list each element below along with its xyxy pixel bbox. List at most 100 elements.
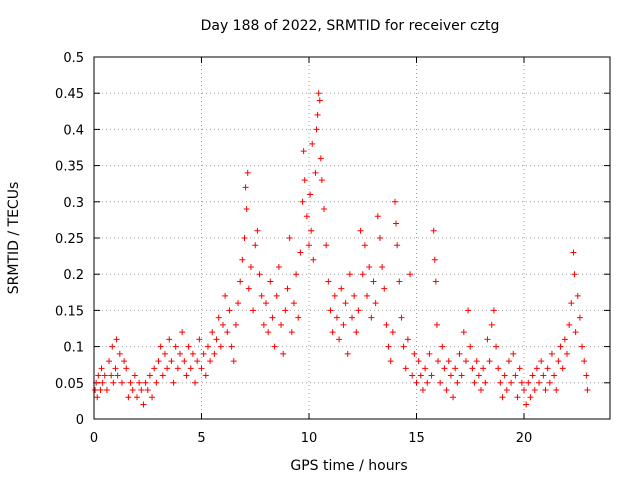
y-tick-label: 0.2 xyxy=(63,268,84,283)
data-point xyxy=(431,256,438,263)
data-point xyxy=(452,365,459,372)
data-point xyxy=(275,263,282,270)
data-point xyxy=(110,379,117,386)
data-point xyxy=(394,242,401,249)
data-point xyxy=(488,321,495,328)
y-tick-label: 0.45 xyxy=(55,87,84,102)
data-point xyxy=(533,365,540,372)
data-point xyxy=(101,372,108,379)
y-tick-label: 0.3 xyxy=(63,196,84,211)
x-tick-label: 5 xyxy=(197,431,205,446)
data-point xyxy=(473,358,480,365)
data-point xyxy=(200,350,207,357)
data-point xyxy=(151,365,158,372)
data-point xyxy=(546,379,553,386)
data-point xyxy=(172,343,179,350)
data-point xyxy=(97,387,104,394)
data-point xyxy=(108,372,115,379)
data-point xyxy=(228,343,235,350)
data-point xyxy=(118,379,125,386)
data-point xyxy=(439,343,446,350)
x-axis-ticks: 0 5 10 15 20 xyxy=(90,57,532,446)
data-point xyxy=(149,394,156,401)
data-point xyxy=(409,372,416,379)
data-point xyxy=(351,292,358,299)
data-point xyxy=(209,329,216,336)
data-point xyxy=(166,336,173,343)
data-point xyxy=(583,372,590,379)
data-point xyxy=(265,329,272,336)
data-point xyxy=(503,387,510,394)
data-point xyxy=(222,292,229,299)
data-point xyxy=(447,372,454,379)
data-point xyxy=(527,394,534,401)
data-point xyxy=(146,372,153,379)
x-tick-label: 20 xyxy=(516,431,533,446)
data-point xyxy=(155,358,162,365)
data-point xyxy=(333,314,340,321)
data-point xyxy=(531,387,538,394)
data-point xyxy=(235,300,242,307)
data-point xyxy=(432,278,439,285)
data-point xyxy=(508,379,515,386)
data-point xyxy=(536,379,543,386)
data-point xyxy=(299,198,306,205)
data-point xyxy=(125,394,132,401)
data-point xyxy=(570,249,577,256)
data-point xyxy=(512,372,519,379)
data-point xyxy=(364,292,371,299)
data-point xyxy=(232,321,239,328)
data-point xyxy=(192,379,199,386)
data-point xyxy=(493,343,500,350)
data-point xyxy=(317,155,324,162)
data-point xyxy=(443,387,450,394)
data-point xyxy=(308,227,315,234)
data-point xyxy=(194,358,201,365)
data-point xyxy=(374,213,381,220)
data-point xyxy=(278,321,285,328)
data-point xyxy=(525,379,532,386)
data-point xyxy=(505,358,512,365)
data-point xyxy=(499,394,506,401)
data-point xyxy=(168,358,175,365)
data-point xyxy=(129,387,136,394)
data-point xyxy=(187,365,194,372)
data-point xyxy=(572,329,579,336)
data-point xyxy=(497,379,504,386)
data-point xyxy=(559,365,566,372)
chart-title: Day 188 of 2022, SRMTID for receiver czt… xyxy=(200,18,500,34)
data-point xyxy=(471,379,478,386)
data-point xyxy=(106,358,113,365)
data-point xyxy=(290,300,297,307)
data-point xyxy=(198,365,205,372)
grid-lines xyxy=(94,57,610,419)
data-point xyxy=(368,314,375,321)
data-point xyxy=(584,387,591,394)
data-point xyxy=(138,387,145,394)
data-point xyxy=(252,242,259,249)
data-point xyxy=(389,329,396,336)
data-point xyxy=(177,350,183,357)
data-point xyxy=(561,336,568,343)
data-point xyxy=(260,321,267,328)
data-point xyxy=(269,314,276,321)
data-point xyxy=(467,343,474,350)
y-tick-label: 0.5 xyxy=(63,51,84,66)
data-point xyxy=(415,358,422,365)
data-point xyxy=(92,387,99,394)
data-point xyxy=(456,350,463,357)
data-point xyxy=(331,292,338,299)
data-point xyxy=(301,177,308,184)
data-point xyxy=(426,350,433,357)
data-point xyxy=(243,206,250,213)
data-point xyxy=(237,278,244,285)
data-point xyxy=(484,336,491,343)
data-point xyxy=(523,401,530,408)
data-point xyxy=(413,379,420,386)
data-point xyxy=(226,307,233,314)
data-point xyxy=(314,111,321,118)
data-point xyxy=(94,394,101,401)
data-point xyxy=(282,307,289,314)
data-point xyxy=(576,314,583,321)
data-point xyxy=(376,235,383,241)
